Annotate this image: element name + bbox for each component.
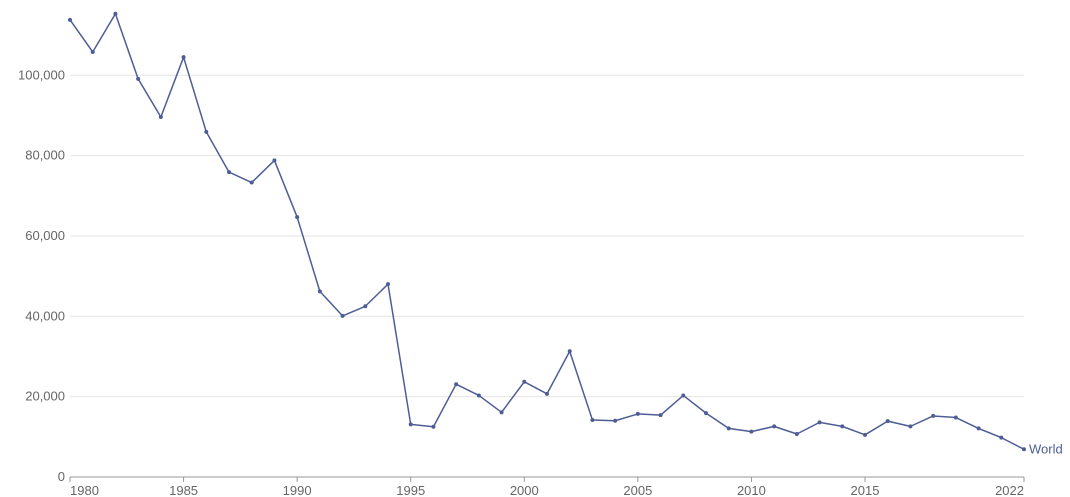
data-point [840,424,845,429]
y-axis-ticks: 0 20,000 40,000 60,000 80,000 100,000 [18,67,65,484]
y-tick-label: 20,000 [25,389,65,404]
y-tick-label: 60,000 [25,228,65,243]
data-point [454,382,459,387]
y-tick-label: 40,000 [25,308,65,323]
x-tick-label: 1990 [283,483,312,497]
data-point [317,289,322,294]
series-line [69,13,1025,450]
data-point [953,415,958,420]
y-tick-label: 80,000 [25,148,65,163]
x-tick-label: 1980 [70,483,99,497]
data-point [863,432,867,437]
x-tick-label: 2010 [737,483,766,497]
x-tick-label: 1985 [169,483,198,497]
data-point [590,417,595,422]
data-point [476,393,481,398]
data-point [613,418,618,423]
data-point [772,424,777,429]
data-point [386,282,390,287]
data-point [272,158,277,163]
data-point [749,429,754,434]
x-tick-label: 1995 [396,483,425,497]
data-point [817,420,822,425]
data-point [408,422,413,427]
data-point [726,426,731,431]
x-tick-label: 2000 [510,483,539,497]
data-point [340,313,345,318]
data-point [999,435,1004,440]
data-point [113,11,118,16]
data-point [1022,447,1026,452]
data-point [885,419,890,424]
data-point [363,304,368,309]
data-point [976,426,981,431]
y-tick-label: 0 [58,469,65,484]
data-point [567,349,572,354]
data-point [295,215,300,220]
x-axis: 1980 1985 1990 1995 2000 2005 2010 2015 2022 [69,476,1025,497]
series-label-world: World [1029,441,1063,456]
y-tick-label: 100,000 [18,67,65,82]
data-point [522,379,527,384]
data-point [658,413,663,418]
series-labels: World [1029,441,1063,456]
data-point [181,55,186,60]
data-point [545,391,549,396]
data-point [431,424,436,429]
data-point [794,432,799,437]
x-tick-label: 2015 [851,483,880,497]
data-point [704,411,708,416]
data-point [681,393,686,398]
gridlines [70,74,1024,398]
data-point [908,424,913,429]
data-point [499,410,504,415]
data-point [90,49,95,54]
data-point [227,170,231,175]
data-point [68,17,72,22]
data-point [136,76,141,81]
series-lines [68,11,1026,452]
x-tick-label: 2005 [623,483,652,497]
data-point [249,180,254,185]
x-tick-label: 2022 [995,483,1024,497]
data-point [931,413,936,418]
data-point [204,129,209,134]
data-point [635,411,640,416]
data-point [158,115,163,120]
